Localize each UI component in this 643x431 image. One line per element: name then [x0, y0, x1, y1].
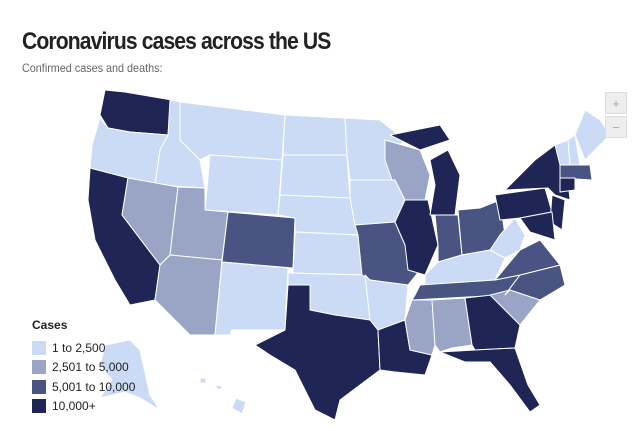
state: [292, 231, 363, 276]
state: [254, 284, 381, 421]
state: [439, 347, 541, 413]
state: [429, 149, 461, 216]
state: [434, 214, 463, 263]
title: Coronavirus cases across the US: [22, 28, 331, 55]
state: [404, 299, 436, 356]
legend-swatch: [32, 379, 46, 394]
legend-label: 2,501 to 5,000: [52, 360, 129, 375]
state: [199, 377, 207, 384]
state: [559, 177, 576, 193]
legend-swatch: [32, 399, 46, 414]
state: [204, 154, 283, 216]
legend-item: 10,000+: [32, 397, 135, 417]
state: [213, 384, 223, 392]
state: [282, 114, 348, 156]
legend-label: 5,001 to 10,000: [52, 379, 136, 394]
state: [519, 211, 556, 241]
state: [154, 254, 223, 336]
state: [494, 239, 561, 281]
subtitle: Confirmed cases and deaths:: [22, 61, 163, 75]
state: [221, 211, 296, 269]
zoom-out[interactable]: −: [605, 116, 627, 138]
state: [559, 164, 593, 181]
legend-swatch: [32, 340, 46, 355]
state: [389, 124, 451, 151]
legend-item: 1 to 2,500: [32, 338, 135, 358]
legend-label: 10,000+: [52, 399, 96, 414]
state: [214, 261, 289, 336]
legend-swatch: [32, 360, 46, 375]
legend: Cases 1 to 2,500 2,501 to 5,000 5,001 to 1…: [32, 318, 135, 416]
legend-title: Cases: [32, 318, 68, 332]
state: [231, 397, 247, 415]
zoom-in[interactable]: +: [605, 92, 627, 114]
state: [99, 339, 161, 411]
legend-label: 1 to 2,500: [52, 340, 106, 355]
state: [394, 199, 439, 276]
legend-item: 5,001 to 10,000: [32, 377, 135, 397]
state: [279, 154, 351, 199]
state: [179, 101, 286, 161]
legend-item: 2,501 to 5,000: [32, 358, 135, 378]
